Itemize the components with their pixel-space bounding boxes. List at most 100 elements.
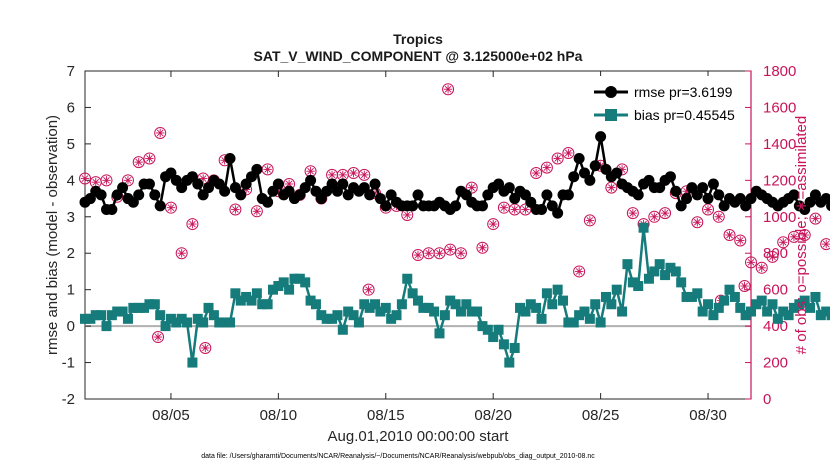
asterisk-stroke: [124, 177, 132, 184]
assimilated-obs-point: [628, 208, 638, 218]
assimilated-obs-point: [364, 285, 373, 294]
assimilated-obs-point: [134, 157, 143, 167]
asterisk-stroke: [468, 184, 476, 191]
rmse-point: [95, 189, 107, 201]
bias-point: [139, 302, 150, 313]
rmse-point: [337, 178, 349, 190]
bias-point: [251, 288, 262, 299]
asterisk-stroke: [135, 158, 143, 166]
assimilated-obs-point: [607, 183, 616, 192]
assimilated-obs-point: [521, 205, 530, 214]
asterisk-stroke: [554, 155, 561, 162]
assimilated-obs-point: [542, 163, 552, 172]
y2-axis-label: # of obs: o=possible; ∗=assimilated: [793, 116, 810, 355]
rmse-point: [820, 193, 830, 205]
bias-point: [477, 321, 488, 332]
bias-point: [627, 277, 638, 288]
y-tick-label: -2: [62, 391, 75, 408]
asterisk-stroke: [285, 180, 293, 188]
bias-point: [418, 302, 429, 313]
asterisk-stroke: [81, 175, 89, 182]
rmse-point: [154, 200, 166, 212]
bias-point: [611, 284, 622, 295]
bias-point: [633, 281, 644, 292]
assimilated-obs-point: [263, 165, 272, 174]
assimilated-obs-point: [91, 177, 100, 187]
assimilated-obs-point: [338, 170, 348, 180]
bias-point: [482, 324, 493, 335]
rmse-point: [536, 203, 548, 215]
assimilated-obs-point: [740, 281, 749, 291]
bias-point: [423, 302, 434, 313]
rmse-point: [632, 189, 644, 201]
y-tick-label: 3: [67, 209, 75, 226]
bias-point: [504, 357, 515, 368]
bias-point: [235, 295, 246, 306]
bias-point: [520, 306, 531, 317]
possible-obs-point: [199, 341, 212, 354]
rmse-point: [670, 185, 682, 197]
y-axis-label: rmse and bias (model - observation): [44, 115, 61, 355]
bias-point: [332, 310, 343, 321]
bias-point: [558, 295, 569, 306]
rmse-point: [106, 203, 118, 215]
rmse-point: [826, 200, 830, 212]
bias-point: [364, 302, 375, 313]
data-file-footnote: data file: /Users/gharamti/Documents/NCA…: [201, 453, 595, 460]
assimilated-obs-point: [736, 236, 745, 245]
rmse-point: [224, 152, 236, 164]
possible-obs-point: [186, 218, 199, 231]
asterisk-stroke: [489, 220, 497, 228]
rmse-point: [611, 167, 623, 179]
bias-point: [445, 295, 456, 306]
rmse-point: [149, 189, 161, 201]
assimilated-obs-point: [811, 214, 820, 223]
bias-point: [391, 310, 402, 321]
asterisk-stroke: [629, 209, 637, 217]
y-tick-label: 6: [67, 99, 75, 116]
asterisk-stroke: [715, 213, 723, 221]
assimilated-obs-point: [306, 167, 315, 176]
bias-point: [370, 299, 381, 310]
bias-point: [380, 302, 391, 313]
bias-point: [133, 302, 144, 313]
asterisk-stroke: [704, 206, 712, 213]
possible-obs-point: [175, 247, 188, 260]
asterisk-stroke: [425, 249, 433, 257]
bias-point: [407, 288, 418, 299]
assimilated-obs-point: [510, 205, 519, 214]
asterisk-stroke: [532, 169, 540, 177]
assimilated-obs-point: [531, 168, 541, 178]
asterisk-stroke: [790, 233, 798, 241]
x-tick-label: 08/15: [367, 407, 405, 424]
rmse-series-group: [79, 131, 830, 219]
bias-point: [262, 299, 273, 310]
legend-rmse-marker: [605, 86, 617, 98]
bias-point: [708, 310, 719, 321]
rmse-point: [595, 131, 607, 143]
rmse-point: [589, 160, 601, 172]
rmse-point: [476, 200, 488, 212]
asterisk-stroke: [350, 169, 357, 177]
bias-point: [584, 313, 595, 324]
possible-obs-point: [755, 261, 768, 274]
x-tick-label: 08/30: [689, 407, 727, 424]
asterisk-stroke: [543, 164, 551, 171]
bias-point: [767, 299, 778, 310]
bias-point: [208, 310, 219, 321]
bias-point: [531, 302, 542, 313]
assimilated-obs-point: [746, 258, 756, 267]
bias-point: [595, 317, 606, 328]
asterisk-stroke: [758, 264, 766, 272]
possible-obs-point: [691, 216, 704, 229]
rmse-point: [573, 152, 585, 164]
bias-point: [450, 299, 461, 310]
assimilated-obs-point: [123, 176, 133, 185]
bias-point: [552, 284, 563, 295]
bias-point: [225, 317, 236, 328]
possible-obs-point: [444, 243, 457, 256]
rmse-point: [788, 189, 800, 201]
assimilated-obs-point: [349, 168, 358, 178]
bias-point: [284, 284, 295, 295]
rmse-point: [117, 182, 129, 194]
